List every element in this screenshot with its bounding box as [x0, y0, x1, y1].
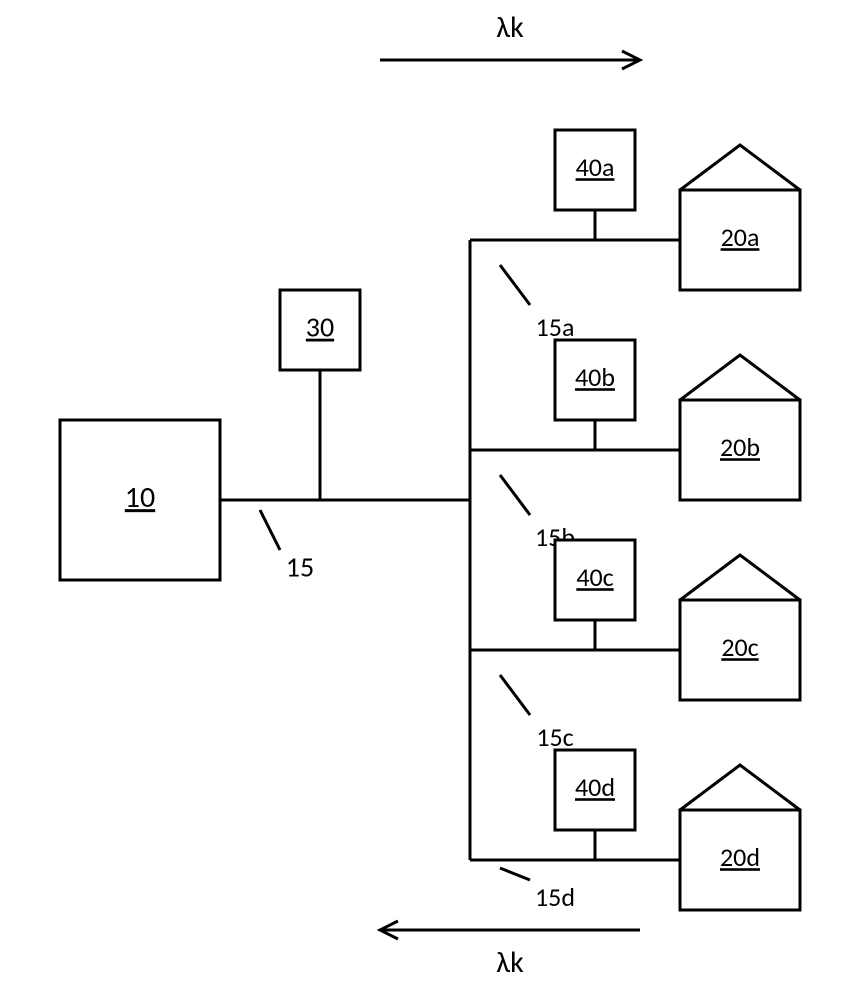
roof-20a: [680, 145, 800, 190]
label-15a: 15a: [536, 311, 575, 343]
label-15d: 15d: [535, 881, 575, 913]
label-10: 10: [125, 479, 155, 516]
label-30: 30: [306, 310, 334, 345]
label-20a: 20a: [721, 221, 760, 253]
lambda-bottom-label: λk: [496, 944, 524, 981]
lead-15: [260, 510, 280, 550]
label-20b: 20b: [720, 431, 760, 463]
lambda-top-label: λk: [496, 9, 524, 46]
lead-15d: [500, 868, 530, 880]
label-40c: 40c: [576, 561, 613, 593]
roof-20d: [680, 765, 800, 810]
label-40b: 40b: [575, 361, 615, 393]
label-15c: 15c: [536, 721, 573, 753]
label-20c: 20c: [721, 631, 758, 663]
label-20d: 20d: [720, 841, 760, 873]
label-40d: 40d: [575, 771, 615, 803]
lead-15a: [500, 265, 530, 305]
roof-20b: [680, 355, 800, 400]
lead-15b: [500, 475, 530, 515]
roof-20c: [680, 555, 800, 600]
label-15: 15: [286, 550, 314, 585]
label-40a: 40a: [576, 151, 615, 183]
lead-15c: [500, 675, 530, 715]
